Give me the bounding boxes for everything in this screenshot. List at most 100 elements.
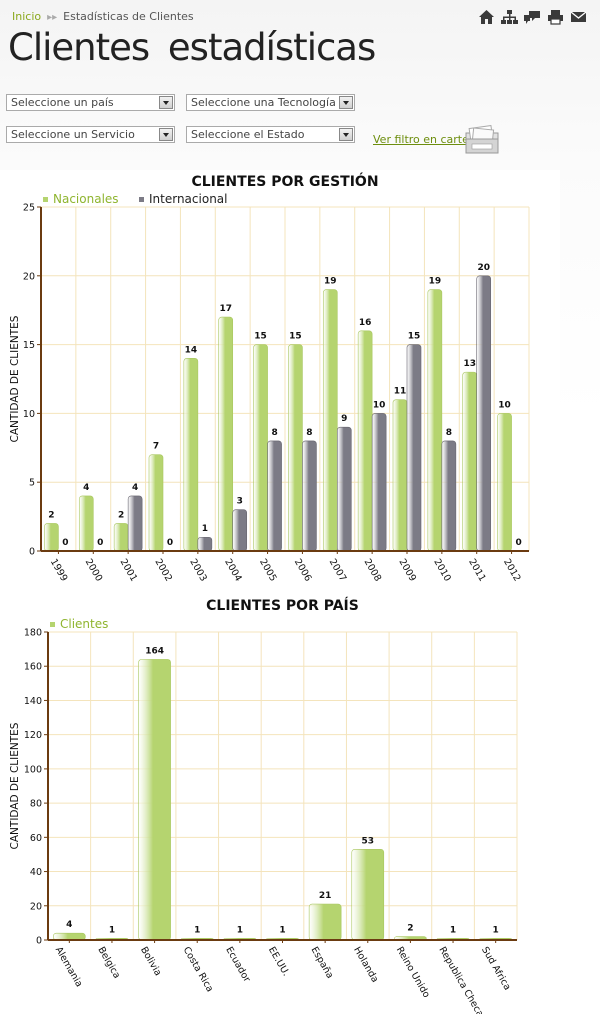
chevron-down-icon[interactable]: [339, 128, 353, 141]
data-label: 19: [324, 277, 337, 287]
data-label: 10: [498, 400, 511, 410]
chevron-down-icon[interactable]: [339, 96, 353, 109]
legend-label: Nacionales: [53, 192, 119, 206]
legend-swatch: [50, 622, 55, 627]
data-label: 2: [48, 510, 54, 520]
technology-select[interactable]: Seleccione una Tecnología: [186, 94, 355, 111]
x-tick-label: 2012: [501, 557, 523, 583]
data-label: 0: [167, 538, 173, 548]
data-label: 1: [493, 925, 499, 935]
data-label: 4: [83, 483, 89, 493]
bar: [113, 523, 129, 552]
bar: [44, 523, 59, 552]
y-tick-label: 0: [29, 547, 35, 558]
x-tick-label: Belgica: [95, 945, 122, 981]
x-tick-label: Reino Unido: [394, 945, 432, 1000]
x-tick-label: Bolivia: [138, 945, 163, 978]
bar: [302, 440, 317, 552]
chart-title: CLIENTES POR PAÍS: [206, 597, 359, 614]
data-label: 8: [446, 428, 452, 438]
data-label: 15: [289, 332, 302, 342]
bar: [138, 659, 171, 941]
bar: [392, 399, 408, 552]
x-tick-label: 2008: [362, 557, 384, 583]
y-tick-label: 180: [24, 628, 42, 639]
data-label: 1: [109, 925, 115, 935]
y-tick-label: 160: [24, 662, 42, 673]
bar: [308, 903, 342, 941]
y-tick-label: 10: [23, 409, 35, 420]
bar: [253, 344, 268, 552]
x-tick-label: 2007: [327, 557, 349, 583]
chevron-down-icon[interactable]: [159, 96, 173, 109]
folder-icon[interactable]: [464, 125, 500, 155]
x-tick-label: España: [309, 945, 336, 981]
x-tick-label: Sud Africa: [479, 945, 513, 992]
bar: [197, 536, 213, 552]
service-select-value: Seleccione un Servicio: [11, 128, 135, 141]
data-label: 10: [373, 400, 386, 410]
bar: [497, 413, 512, 552]
legend-label: Internacional: [149, 192, 227, 206]
bar: [427, 289, 443, 552]
data-label: 20: [477, 263, 490, 273]
data-label: 4: [66, 920, 72, 930]
data-label: 1: [202, 524, 208, 534]
comments-icon[interactable]: [523, 8, 542, 26]
x-tick-label: Holanda: [351, 945, 380, 985]
data-label: 53: [362, 836, 375, 846]
bar: [441, 440, 457, 552]
breadcrumb-home-link[interactable]: Inicio: [12, 10, 42, 23]
data-label: 14: [185, 345, 198, 355]
x-tick-label: 2004: [222, 557, 244, 583]
bar: [183, 358, 199, 552]
country-select-value: Seleccione un país: [11, 96, 114, 109]
x-tick-label: 2009: [396, 557, 418, 583]
technology-select-value: Seleccione una Tecnología: [191, 96, 336, 109]
bar: [371, 413, 387, 552]
legend-swatch: [139, 197, 144, 202]
chevron-down-icon[interactable]: [159, 128, 173, 141]
data-label: 0: [62, 538, 68, 548]
data-label: 164: [145, 646, 164, 656]
home-icon[interactable]: [477, 8, 496, 26]
data-label: 8: [271, 428, 277, 438]
bar: [267, 440, 282, 552]
bar: [78, 495, 94, 552]
sitemap-icon[interactable]: [500, 8, 519, 26]
data-label: 0: [515, 538, 521, 548]
x-tick-label: 2010: [431, 557, 453, 583]
data-label: 11: [394, 387, 407, 397]
x-tick-label: Republica Checa: [436, 945, 485, 1014]
bar: [127, 495, 143, 552]
chart-title: CLIENTES POR GESTIÓN: [191, 172, 378, 190]
y-tick-label: 40: [30, 867, 42, 878]
legend-label: Clientes: [60, 617, 108, 631]
x-tick-label: 2001: [118, 557, 140, 583]
data-label: 1: [279, 925, 285, 935]
x-tick-label: 2002: [152, 557, 174, 583]
data-label: 13: [463, 359, 476, 369]
legend-swatch: [43, 197, 48, 202]
breadcrumb: Inicio ▸▸ Estadísticas de Clientes: [12, 10, 194, 23]
bar: [288, 344, 303, 552]
y-tick-label: 5: [29, 478, 35, 489]
bar: [351, 849, 385, 941]
x-tick-label: 1999: [48, 557, 70, 583]
country-select[interactable]: Seleccione un país: [6, 94, 175, 111]
y-tick-label: 140: [24, 696, 42, 707]
status-select[interactable]: Seleccione el Estado: [186, 126, 355, 143]
data-label: 2: [118, 510, 124, 520]
y-tick-label: 25: [23, 203, 35, 214]
y-axis-label: CANTIDAD DE CLIENTES: [9, 315, 21, 442]
service-select[interactable]: Seleccione un Servicio: [6, 126, 175, 143]
chart-clientes-por-pais: CLIENTES POR PAÍS Clientes 0 20 40 60 80 100 120…: [0, 594, 560, 1014]
mail-icon[interactable]: [569, 8, 588, 26]
x-tick-label: 2005: [257, 557, 279, 583]
print-icon[interactable]: [546, 8, 565, 26]
data-label: 0: [97, 538, 103, 548]
data-label: 8: [306, 428, 312, 438]
x-tick-label: 2011: [466, 557, 488, 583]
bar: [357, 330, 373, 552]
portfolio-filter-link[interactable]: Ver filtro en cartera: [373, 133, 481, 146]
